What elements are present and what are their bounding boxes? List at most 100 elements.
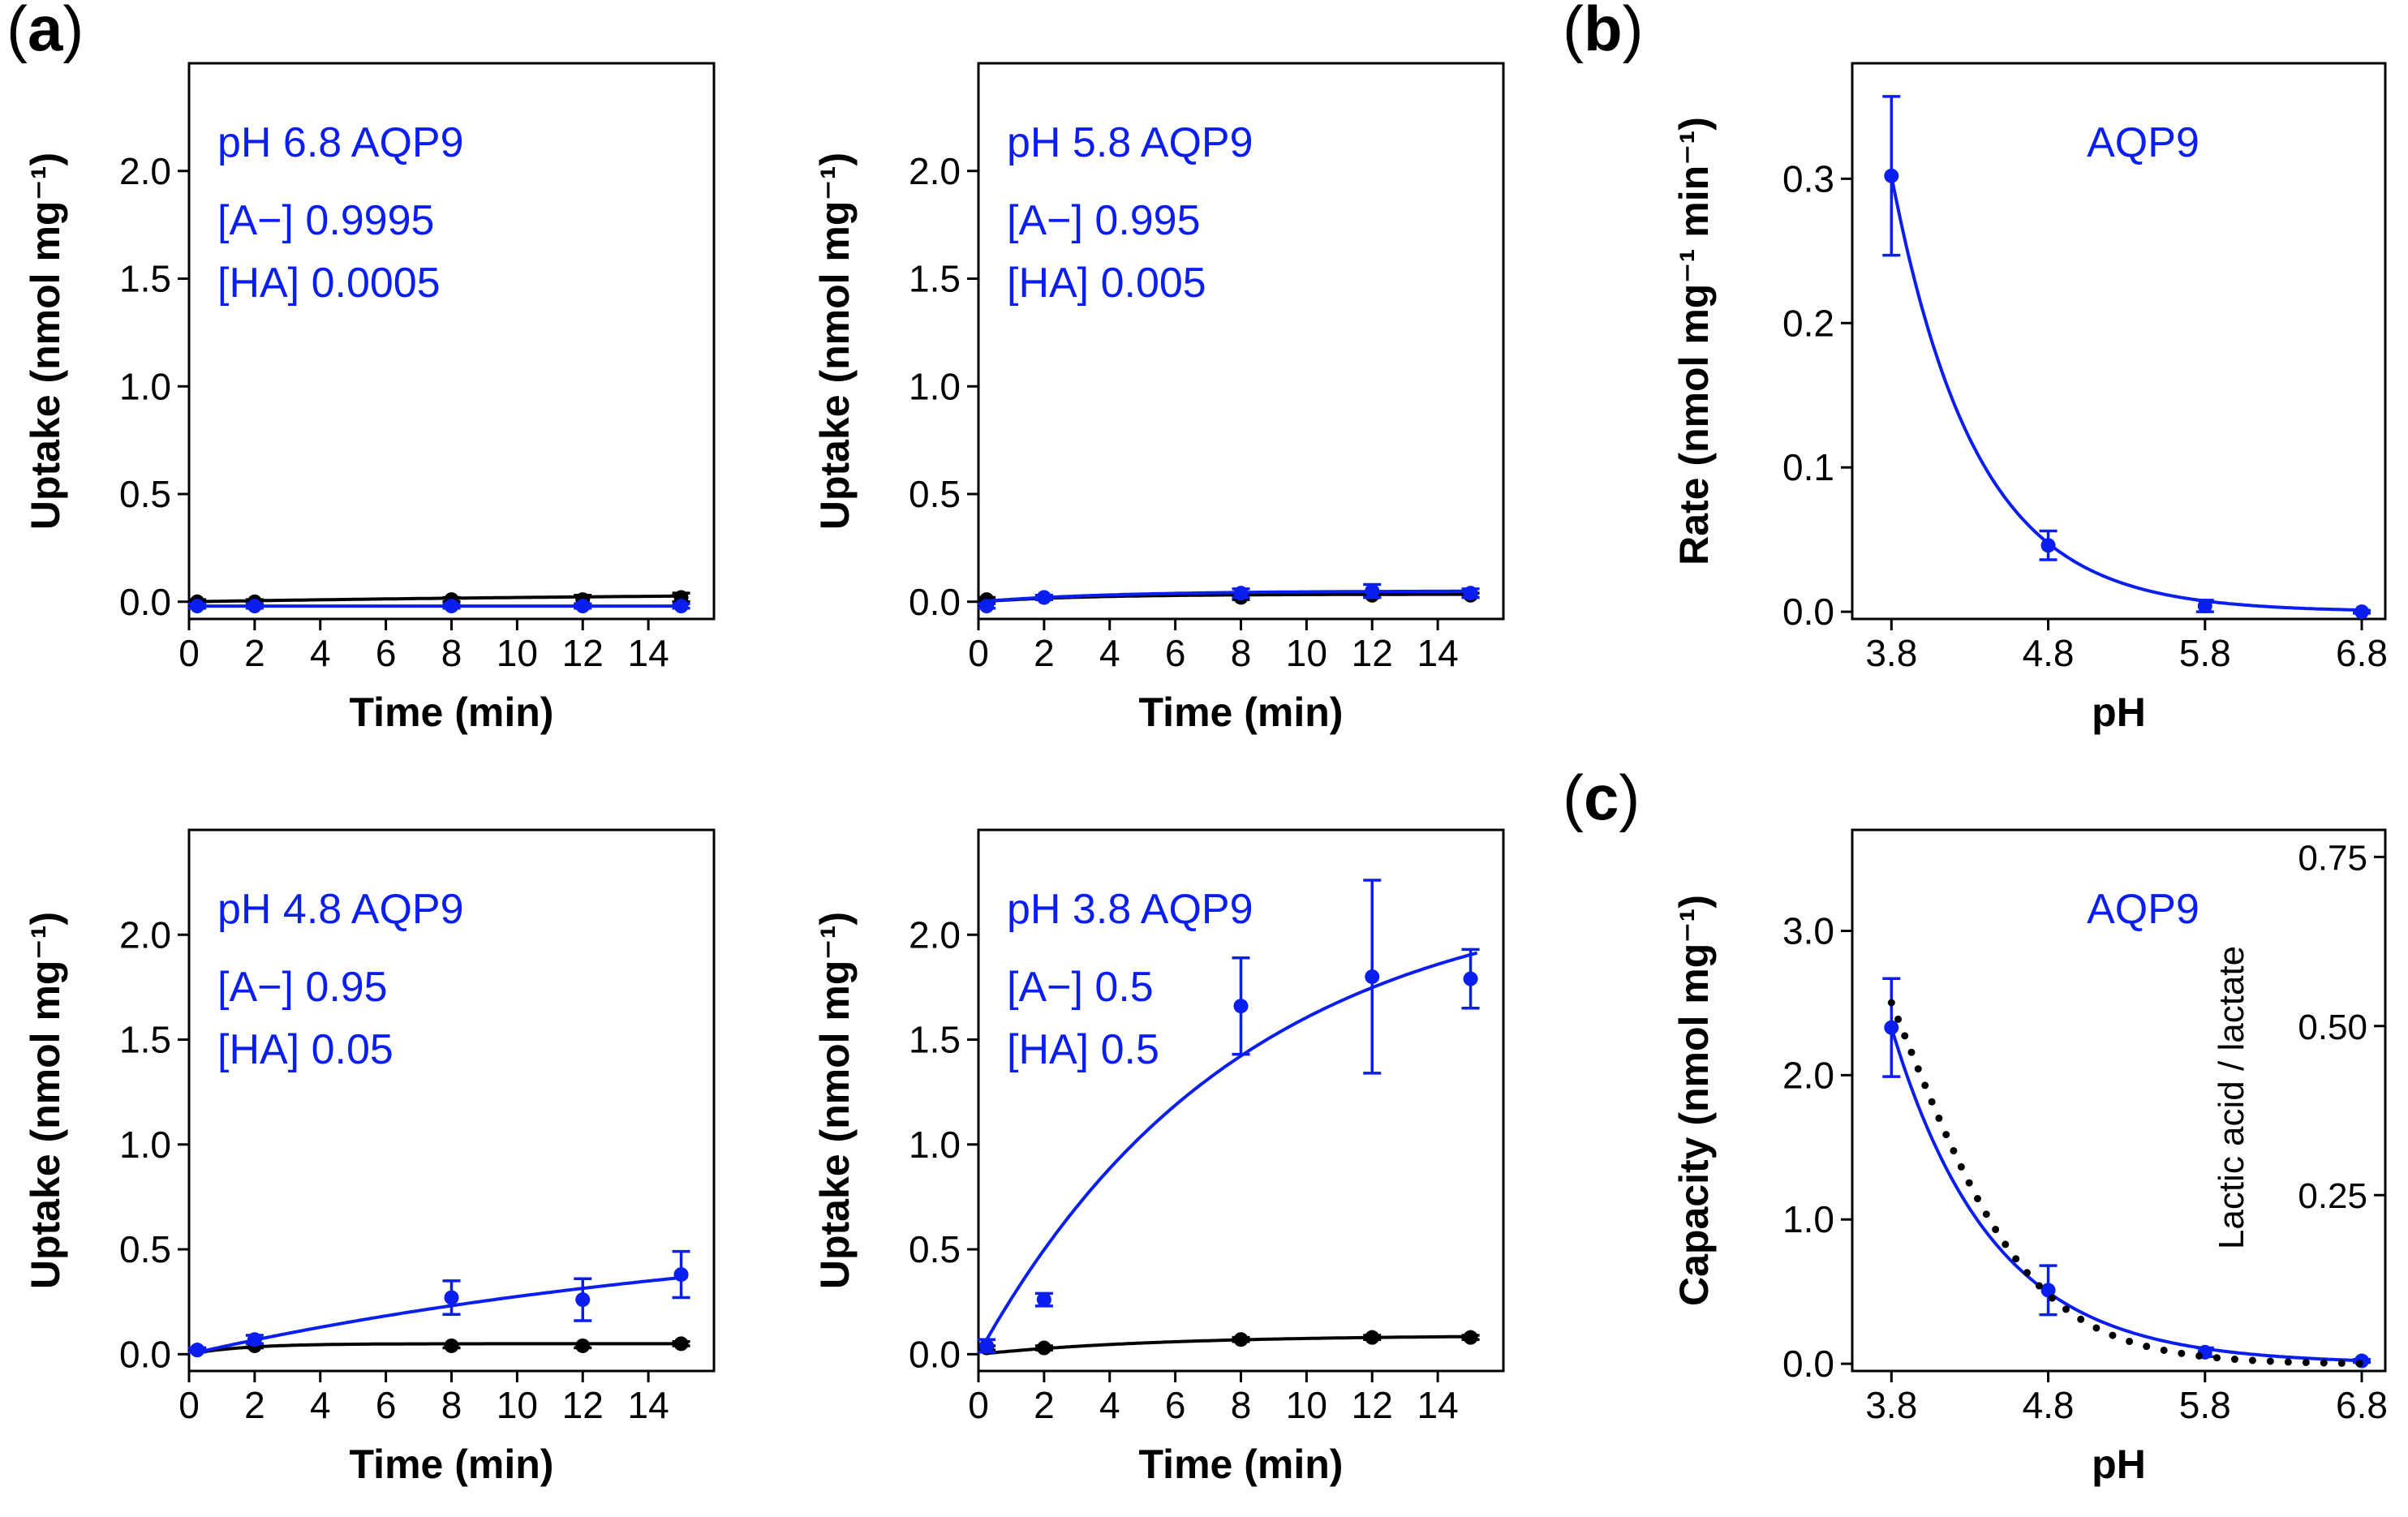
data-point [673, 1336, 689, 1352]
x-axis-title: pH [2092, 1442, 2146, 1487]
y-tick-label: 1.5 [119, 258, 171, 300]
y-tick-label: 1.0 [119, 1124, 171, 1166]
y-axis-title: Uptake (nmol mg⁻¹) [23, 912, 68, 1289]
fit-curve [197, 594, 688, 604]
y-tick-label: 0.0 [909, 581, 961, 623]
data-point [575, 1338, 591, 1353]
fit-curve [196, 1275, 688, 1354]
y-tick-label: 2.0 [909, 913, 961, 956]
annotation-title: pH 5.8 AQP9 [1007, 119, 1253, 166]
y-tick-label: 0.2 [1782, 302, 1834, 344]
chart-c-capacity: 3.8 4.8 5.8 6.8 0.0 1.0 2.0 3.0 pH Capacity (nmol… [1671, 828, 2388, 1487]
secondary-y-tick-label: 0.50 [2298, 1008, 2367, 1047]
x-tick-label: 8 [441, 632, 462, 674]
data-point [1233, 1332, 1249, 1347]
x-tick-label: 2 [1034, 1384, 1055, 1426]
data-point [2040, 538, 2056, 553]
x-axis-title: Time (min) [350, 690, 554, 735]
y-tick-label: 1.0 [909, 1124, 961, 1166]
panel-label-a: (a) [6, 0, 84, 64]
x-tick-label: 3.8 [1865, 1384, 1917, 1426]
x-tick-label: 4 [310, 632, 331, 674]
y-tick-label: 0.1 [1782, 446, 1834, 488]
data-point [1365, 969, 1380, 984]
y-tick-label: 1.0 [1782, 1198, 1834, 1240]
fit-curve [986, 1334, 1477, 1356]
x-tick-label: 10 [497, 1384, 538, 1426]
annotation-title: AQP9 [2087, 886, 2199, 933]
y-tick-label: 0.0 [909, 1333, 961, 1375]
y-tick-label: 2.0 [909, 150, 961, 192]
x-tick-label: 6 [1165, 632, 1186, 674]
x-tick-label: 0 [968, 1384, 989, 1426]
x-tick-label: 14 [628, 632, 669, 674]
x-tick-label: 4.8 [2023, 632, 2075, 674]
x-tick-label: 6.8 [2336, 632, 2388, 674]
secondary-y-axis-title: Lactic acid / lactate [2212, 946, 2251, 1249]
annotation-anion: [A−] 0.95 [217, 964, 388, 1011]
x-tick-label: 4.8 [2023, 1384, 2075, 1426]
series-aqp9 [1882, 95, 2371, 620]
series-lactic-acid-lactate-ratio [1887, 999, 2366, 1368]
annotation-title: AQP9 [2087, 119, 2199, 166]
annotation-title: pH 4.8 AQP9 [217, 886, 464, 933]
data-point [190, 1343, 205, 1358]
fit-curve [986, 589, 1477, 603]
x-tick-label: 5.8 [2179, 1384, 2231, 1426]
y-axis-title: Uptake (nmol mg⁻¹) [23, 153, 68, 530]
y-axis-title: Capacity (nmol mg⁻¹) [1671, 895, 1717, 1306]
data-point [1365, 1330, 1380, 1345]
annotation-anion: [A−] 0.9995 [217, 197, 434, 244]
annotation-title: pH 6.8 AQP9 [217, 119, 464, 166]
data-point [1463, 971, 1478, 986]
y-tick-label: 0.0 [1782, 1343, 1834, 1385]
y-axis-title: Rate (nmol mg⁻¹ min⁻¹) [1671, 117, 1717, 565]
data-point [1036, 1340, 1051, 1356]
annotation-acid: [HA] 0.5 [1007, 1026, 1159, 1073]
panel-label-c: (c) [1563, 762, 1640, 833]
data-point [673, 599, 689, 614]
y-tick-label: 2.0 [119, 150, 171, 192]
x-tick-label: 14 [1417, 1384, 1459, 1426]
data-point [1233, 586, 1249, 601]
x-axis-title: pH [2092, 690, 2146, 735]
x-tick-label: 4 [1099, 1384, 1120, 1426]
data-point [1884, 1020, 1899, 1035]
data-point [190, 599, 205, 614]
annotation-acid: [HA] 0.005 [1007, 260, 1206, 307]
x-tick-label: 5.8 [2179, 632, 2231, 674]
x-tick-label: 2 [244, 1384, 265, 1426]
plot-frame [1851, 828, 2387, 1373]
y-tick-label: 1.5 [909, 1019, 961, 1061]
fit-curve [985, 951, 1478, 1341]
x-tick-label: 2 [1034, 632, 1055, 674]
series-aqp9 [1882, 977, 2371, 1369]
annotation-title: pH 3.8 AQP9 [1007, 886, 1253, 933]
data-point [1463, 586, 1478, 601]
y-tick-label: 3.0 [1782, 910, 1834, 952]
x-tick-label: 12 [1352, 1384, 1393, 1426]
x-axis-title: Time (min) [1139, 690, 1344, 735]
fit-curve [196, 1342, 688, 1355]
y-tick-label: 1.5 [909, 258, 961, 300]
secondary-y-tick-label: 0.25 [2298, 1176, 2367, 1216]
x-axis-title: Time (min) [1139, 1442, 1344, 1487]
x-tick-label: 6.8 [2336, 1384, 2388, 1426]
y-tick-label: 0.0 [119, 581, 171, 623]
x-tick-label: 4 [1099, 632, 1120, 674]
y-tick-label: 0.5 [119, 473, 171, 515]
data-point [673, 1267, 689, 1283]
data-point [1233, 999, 1249, 1014]
y-axis-title: Uptake (nmol mg⁻¹) [812, 153, 858, 530]
y-tick-label: 0.5 [909, 473, 961, 515]
data-point [1884, 168, 1899, 183]
data-point [247, 1332, 262, 1347]
data-point [1365, 583, 1380, 599]
x-tick-label: 6 [376, 632, 397, 674]
fit-curve [1887, 999, 2366, 1368]
x-tick-label: 3.8 [1865, 632, 1917, 674]
y-tick-label: 1.0 [119, 365, 171, 407]
data-point [979, 1338, 995, 1353]
annotation-acid: [HA] 0.05 [217, 1026, 393, 1073]
fit-curve [1890, 175, 2363, 612]
